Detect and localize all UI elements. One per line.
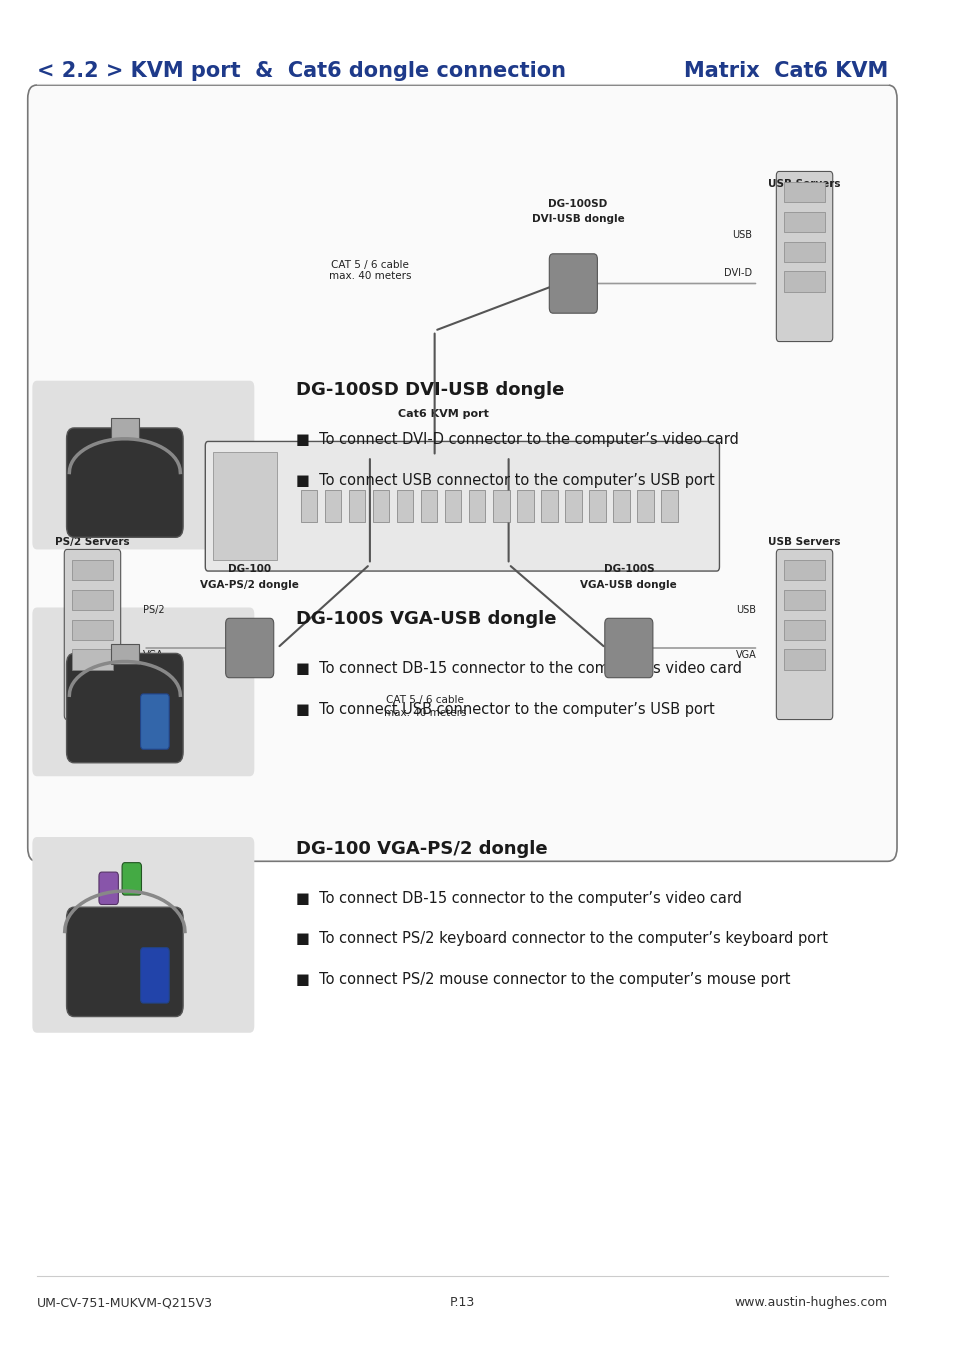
Text: DG-100 VGA-PS/2 dongle: DG-100 VGA-PS/2 dongle <box>295 840 547 857</box>
Bar <box>783 560 824 580</box>
FancyBboxPatch shape <box>122 863 141 895</box>
FancyBboxPatch shape <box>776 549 832 720</box>
FancyBboxPatch shape <box>28 85 896 861</box>
Bar <box>373 490 389 522</box>
FancyBboxPatch shape <box>67 653 183 763</box>
Text: VGA: VGA <box>143 649 164 660</box>
Text: ■  To connect USB connector to the computer’s USB port: ■ To connect USB connector to the comput… <box>295 472 714 487</box>
FancyBboxPatch shape <box>140 948 169 1003</box>
FancyBboxPatch shape <box>549 254 597 313</box>
Text: VGA: VGA <box>735 649 756 660</box>
Bar <box>493 490 509 522</box>
Text: DG-100S: DG-100S <box>603 564 654 574</box>
Text: ■  To connect PS/2 keyboard connector to the computer’s keyboard port: ■ To connect PS/2 keyboard connector to … <box>295 931 827 946</box>
Text: ■  To connect DB-15 connector to the computer’s video card: ■ To connect DB-15 connector to the comp… <box>295 891 741 906</box>
FancyBboxPatch shape <box>32 837 254 1033</box>
Bar <box>111 418 138 439</box>
Text: USB Servers: USB Servers <box>767 537 840 547</box>
Text: DG-100: DG-100 <box>228 564 271 574</box>
Text: Matrix  Cat6 KVM: Matrix Cat6 KVM <box>682 61 887 81</box>
Text: ■  To connect PS/2 mouse connector to the computer’s mouse port: ■ To connect PS/2 mouse connector to the… <box>295 972 790 987</box>
Bar <box>396 490 413 522</box>
Text: VGA-USB dongle: VGA-USB dongle <box>579 580 677 590</box>
Text: ■  To connect USB connector to the computer’s USB port: ■ To connect USB connector to the comput… <box>295 702 714 717</box>
Bar <box>420 490 437 522</box>
Text: ■  To connect DVI-D connector to the computer’s video card: ■ To connect DVI-D connector to the comp… <box>295 432 738 447</box>
FancyBboxPatch shape <box>226 618 274 678</box>
Bar <box>564 490 581 522</box>
Bar <box>588 490 605 522</box>
Text: PS/2: PS/2 <box>143 605 165 616</box>
Bar <box>324 490 341 522</box>
Bar <box>468 490 485 522</box>
Bar <box>783 242 824 262</box>
Bar <box>783 649 824 670</box>
Bar <box>213 452 277 560</box>
Text: VGA-PS/2 dongle: VGA-PS/2 dongle <box>200 580 299 590</box>
Bar <box>300 490 316 522</box>
Text: CAT 5 / 6 cable: CAT 5 / 6 cable <box>386 695 464 705</box>
FancyBboxPatch shape <box>67 907 183 1017</box>
Bar <box>783 212 824 232</box>
Text: www.austin-hughes.com: www.austin-hughes.com <box>734 1296 887 1310</box>
FancyBboxPatch shape <box>205 441 719 571</box>
FancyBboxPatch shape <box>99 872 118 904</box>
Bar <box>783 271 824 292</box>
Text: USB: USB <box>731 230 751 240</box>
Text: max. 40 meters: max. 40 meters <box>384 709 466 718</box>
Text: DVI-USB dongle: DVI-USB dongle <box>531 215 623 224</box>
Text: DG-100SD DVI-USB dongle: DG-100SD DVI-USB dongle <box>295 381 564 398</box>
Text: ■  To connect DB-15 connector to the computer’s video card: ■ To connect DB-15 connector to the comp… <box>295 662 741 676</box>
Text: Cat6 KVM port: Cat6 KVM port <box>398 409 489 418</box>
Bar <box>637 490 653 522</box>
Bar <box>348 490 365 522</box>
Text: < 2.2 > KVM port  &  Cat6 dongle connection: < 2.2 > KVM port & Cat6 dongle connectio… <box>37 61 565 81</box>
Text: USB Servers: USB Servers <box>767 180 840 189</box>
Bar <box>783 182 824 202</box>
Bar <box>71 560 113 580</box>
Text: max. 40 meters: max. 40 meters <box>329 271 411 281</box>
FancyBboxPatch shape <box>32 608 254 776</box>
Bar <box>444 490 461 522</box>
Bar <box>783 590 824 610</box>
Text: UM-CV-751-MUKVM-Q215V3: UM-CV-751-MUKVM-Q215V3 <box>37 1296 213 1310</box>
Text: DVI-D: DVI-D <box>723 267 751 278</box>
Bar <box>540 490 558 522</box>
FancyBboxPatch shape <box>64 549 120 720</box>
Text: P.13: P.13 <box>449 1296 475 1310</box>
FancyBboxPatch shape <box>67 428 183 537</box>
FancyBboxPatch shape <box>140 694 169 749</box>
Text: DG-100SD: DG-100SD <box>548 200 607 209</box>
Text: CAT 5 / 6 cable: CAT 5 / 6 cable <box>331 261 409 270</box>
Bar <box>613 490 629 522</box>
FancyBboxPatch shape <box>776 171 832 342</box>
Bar <box>783 620 824 640</box>
Bar <box>71 649 113 670</box>
Bar <box>111 644 138 664</box>
FancyBboxPatch shape <box>32 381 254 549</box>
Text: DG-100S VGA-USB dongle: DG-100S VGA-USB dongle <box>295 610 556 628</box>
Text: USB: USB <box>736 605 756 616</box>
Bar <box>660 490 678 522</box>
Bar <box>71 590 113 610</box>
Bar <box>71 620 113 640</box>
Text: PS/2 Servers: PS/2 Servers <box>55 537 130 547</box>
Bar <box>517 490 533 522</box>
FancyBboxPatch shape <box>604 618 652 678</box>
